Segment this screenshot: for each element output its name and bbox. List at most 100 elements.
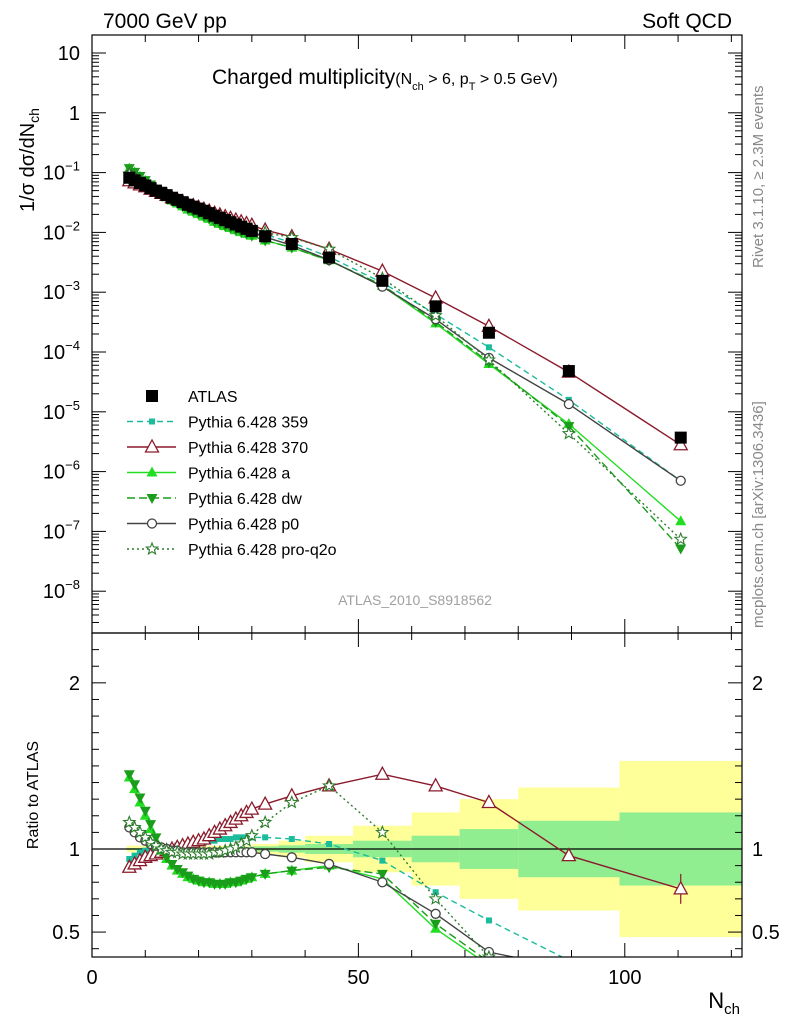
series-pythia-6-428-dw-ratio-point <box>145 820 157 831</box>
legend: ATLAS Pythia 6.428 359 Pythia 6.428 370 Pyt… <box>127 389 337 559</box>
legend-marker <box>146 494 158 504</box>
ratio-y-tick-label: 0.5 <box>52 922 80 944</box>
series-pythia-6-428-pro-q2o-ratio-point <box>258 814 273 829</box>
series-pythia-6-428-pro-q2o-ratio-point <box>375 824 390 839</box>
series-pythia-6-428-pro-q2o-ratio-point <box>321 778 337 792</box>
ratio-y-tick-label: 1 <box>69 839 80 861</box>
side-label-bottom: mcplots.cern.ch [arXiv:1306.3436] <box>750 401 767 628</box>
series-pythia-6-428-a-point <box>675 515 687 526</box>
series-pythia-6-428-359-ratio-point <box>262 834 269 841</box>
series-pythia-6-428-359-ratio-point <box>222 836 229 843</box>
series-pythia-6-428-dw-ratio-point <box>129 780 141 791</box>
y-tick-label: 10−1 <box>43 159 80 185</box>
atlas-data-point <box>674 431 687 444</box>
x-tick-label: 50 <box>347 967 369 989</box>
legend-entry: Pythia 6.428 a <box>127 466 290 483</box>
series-pythia-6-428-p0-ratio-point <box>430 908 441 919</box>
ratio-frame <box>91 632 743 958</box>
series-pythia-6-428-370-ratio-point <box>428 777 444 792</box>
y-tick-label: 10−8 <box>43 577 80 603</box>
series-pythia-6-428-pro-q2o-ratio-point <box>481 949 497 957</box>
chart-title: Charged multiplicity(Nch > 6, pT > 0.5 G… <box>212 66 558 93</box>
y-tick-label: 10−2 <box>43 218 80 244</box>
series-pythia-6-428-dw-ratio-point <box>430 919 442 930</box>
series-pythia-6-428-p0-ratio-point <box>246 847 257 858</box>
ratio-y-tick-label: 2 <box>69 673 80 695</box>
atlas-data-point <box>285 237 298 250</box>
series-pythia-6-428-359-point <box>485 344 492 351</box>
series-pythia-6-428-dw-ratio-point <box>286 866 298 877</box>
y-tick-label: 1 <box>69 103 80 125</box>
series-pythia-6-428-370-ratio-point <box>561 847 577 862</box>
series-pythia-6-428-359-ratio-point <box>216 836 223 843</box>
series-pythia-6-428-dw-ratio-point <box>123 770 135 781</box>
series-pythia-6-428-pro-q2o-line <box>128 173 682 540</box>
series-pythia-6-428-370-ratio-point <box>244 800 260 815</box>
series-pythia-6-428-359-ratio-point <box>326 841 333 848</box>
series-pythia-6-428-pro-q2o-ratio-point <box>148 838 164 852</box>
atlas-data-point <box>245 224 258 237</box>
series-pythia-6-428-359-ratio-point <box>232 834 239 841</box>
y-tick-label: 10 <box>58 43 80 65</box>
series-pythia-6-428-p0-point <box>675 475 686 486</box>
series-pythia-6-428-dw-ratio-point <box>259 869 271 880</box>
legend-entry: Pythia 6.428 dw <box>127 491 302 508</box>
series-pythia-6-428-pro-q2o-point <box>428 308 443 322</box>
header-left: 7000 GeV pp <box>103 10 227 33</box>
legend-label: Pythia 6.428 pro-q2o <box>188 542 337 559</box>
legend-marker <box>146 390 158 402</box>
legend-label: Pythia 6.428 a <box>188 466 290 483</box>
series-pythia-6-428-370-point <box>673 436 689 451</box>
series-pythia-6-428-dw-ratio-point <box>182 871 194 882</box>
series-pythia-6-428-359-ratio-point <box>379 857 386 864</box>
x-tick-label: 0 <box>86 967 97 989</box>
series-pythia-6-428-359-ratio-point <box>485 917 492 924</box>
atlas-data-point <box>482 326 495 339</box>
legend-marker <box>146 518 158 529</box>
legend-entry: Pythia 6.428 359 <box>127 415 308 432</box>
atlas-data-point <box>562 365 575 378</box>
header-right: Soft QCD <box>642 10 732 33</box>
ratio-plot-area <box>121 765 689 957</box>
series-pythia-6-428-370-ratio-point <box>257 795 273 810</box>
y-tick-label: 10−7 <box>43 517 80 543</box>
legend-entry: ATLAS <box>146 389 238 406</box>
ratio-y-ticks <box>92 649 742 950</box>
series-pythia-6-428-pro-q2o-point <box>561 426 576 440</box>
series-pythia-6-428-p0-ratio-point <box>377 877 388 888</box>
series-pythia-6-428-dw-ratio-point <box>139 806 151 817</box>
legend-label: Pythia 6.428 370 <box>188 440 308 457</box>
x-ticks <box>91 35 732 957</box>
ratio-y-axis-label: Ratio to ATLAS <box>25 741 42 849</box>
series-pythia-6-428-pro-q2o-ratio-point <box>284 794 299 809</box>
series-pythia-6-428-dw-ratio-point <box>171 864 183 875</box>
series-pythia-6-428-pro-q2o-ratio-point <box>428 891 443 905</box>
atlas-data-point <box>259 230 272 243</box>
series-pythia-6-428-370-ratio-point <box>374 765 390 780</box>
y-tick-label: 10−5 <box>43 398 80 424</box>
x-axis-label: Nch <box>708 988 740 1018</box>
atlas-data-point <box>376 274 389 287</box>
series-pythia-6-428-370-ratio-point <box>481 794 497 809</box>
series-pythia-6-428-dw-ratio-point <box>134 793 146 804</box>
y-tick-label: 10−4 <box>43 338 80 364</box>
series-pythia-6-428-dw-ratio-point <box>376 869 388 880</box>
side-label-top: Rivet 3.1.10, ≥ 2.3M events <box>750 86 767 269</box>
legend-entry: Pythia 6.428 p0 <box>127 517 299 534</box>
series-pythia-6-428-p0-point <box>563 398 574 410</box>
legend-marker <box>144 541 160 556</box>
series-pythia-6-428-pro-q2o-ratio-point <box>143 834 158 849</box>
y-tick-label: 10−6 <box>43 458 80 484</box>
legend-marker <box>146 466 158 477</box>
atlas-data-point <box>323 251 336 264</box>
legend-label: Pythia 6.428 dw <box>188 491 302 508</box>
legend-label: Pythia 6.428 359 <box>188 415 308 432</box>
y-tick-label: 10−3 <box>43 278 80 304</box>
legend-entry: Pythia 6.428 370 <box>127 438 308 457</box>
series-pythia-6-428-359-ratio-point <box>288 836 295 843</box>
series-pythia-6-428-pro-q2o-point <box>481 352 497 367</box>
main-plot-area <box>121 162 689 555</box>
series-pythia-6-428-pro-q2o-point <box>673 531 688 546</box>
series-pythia-6-428-p0-ratio-point <box>323 858 335 870</box>
series-pythia-6-428-dw-ratio-point <box>177 868 189 879</box>
